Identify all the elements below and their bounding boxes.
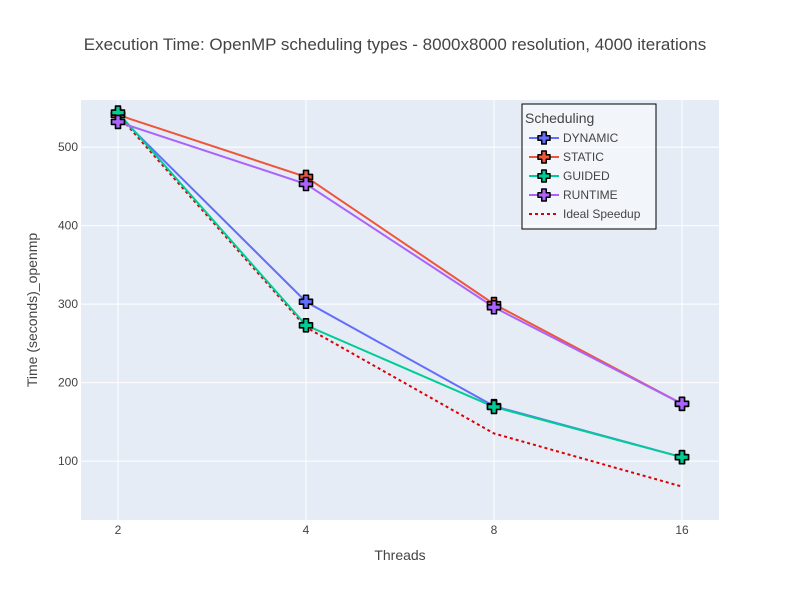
legend-marker-runtime bbox=[537, 188, 551, 202]
x-tick-label: 4 bbox=[303, 523, 310, 537]
chart-title: Execution Time: OpenMP scheduling types … bbox=[84, 35, 706, 54]
y-axis-title: Time (seconds)_openmp bbox=[24, 233, 40, 388]
series-markers bbox=[110, 105, 690, 465]
series-line-static bbox=[117, 113, 683, 405]
data-point-guided bbox=[674, 449, 690, 465]
legend-label-guided: GUIDED bbox=[563, 169, 610, 183]
legend-box bbox=[521, 103, 657, 230]
y-tick-label: 300 bbox=[58, 297, 78, 311]
series-line-ideal-speedup bbox=[117, 114, 683, 488]
y-tick-label: 200 bbox=[58, 376, 78, 390]
legend: Scheduling DYNAMIC STATIC GUIDED RUNTIME Idea… bbox=[521, 103, 657, 230]
legend-label-dynamic: DYNAMIC bbox=[563, 131, 619, 145]
data-point-runtime bbox=[110, 114, 126, 130]
series-line-guided bbox=[117, 111, 683, 459]
axes: 2 4 8 16 100 200 300 400 500 bbox=[58, 140, 689, 537]
x-tick-label: 2 bbox=[115, 523, 122, 537]
legend-marker-static bbox=[537, 150, 551, 164]
data-point-runtime bbox=[298, 176, 314, 192]
legend-label-runtime: RUNTIME bbox=[563, 188, 618, 202]
data-point-runtime bbox=[674, 396, 690, 412]
legend-label-static: STATIC bbox=[563, 150, 604, 164]
x-tick-label: 16 bbox=[675, 523, 689, 537]
series-line-runtime bbox=[117, 121, 683, 405]
legend-marker-dynamic bbox=[537, 131, 551, 145]
data-point-guided bbox=[298, 318, 314, 333]
y-tick-label: 400 bbox=[58, 219, 78, 233]
x-tick-label: 8 bbox=[491, 523, 498, 537]
data-point-runtime bbox=[486, 299, 502, 315]
y-tick-label: 100 bbox=[58, 454, 78, 468]
data-point-dynamic bbox=[298, 294, 314, 310]
legend-label-ideal-speedup: Ideal Speedup bbox=[563, 207, 641, 221]
y-tick-label: 500 bbox=[58, 140, 78, 154]
legend-marker-guided bbox=[537, 169, 551, 183]
series-lines bbox=[117, 111, 683, 488]
x-axis-title: Threads bbox=[374, 547, 425, 563]
legend-title: Scheduling bbox=[525, 110, 594, 126]
data-point-guided bbox=[486, 399, 502, 415]
